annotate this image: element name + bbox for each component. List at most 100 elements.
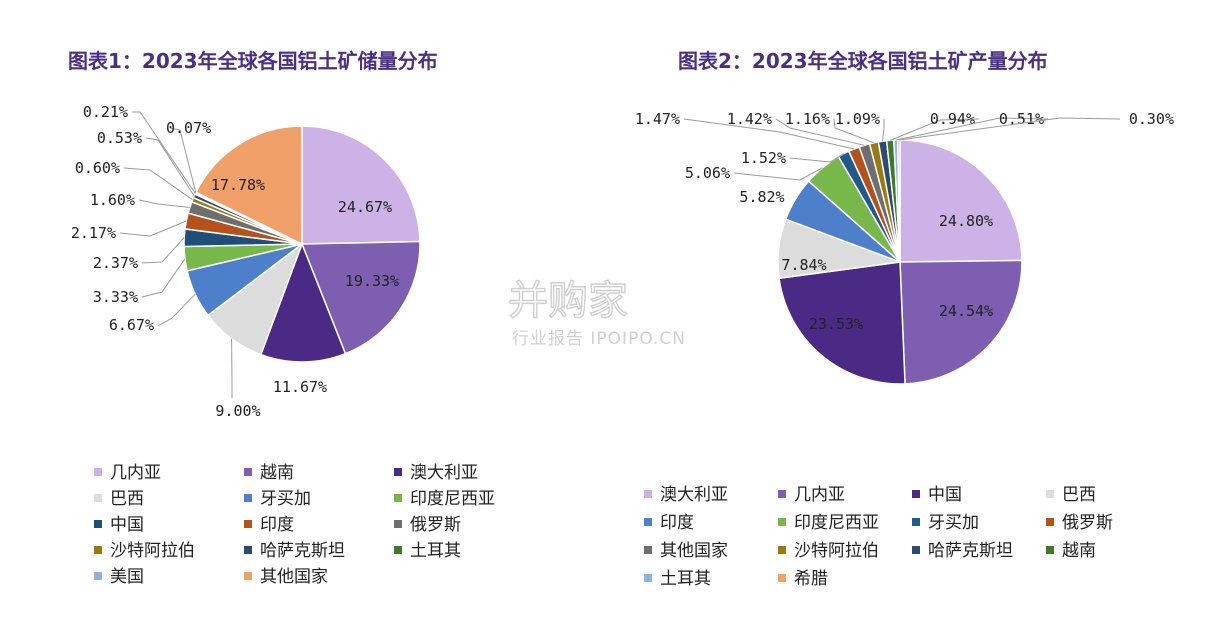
leader-line	[789, 153, 844, 163]
leader-line	[895, 117, 1049, 141]
legend-item: 其他国家	[644, 541, 728, 561]
leader-line	[138, 199, 190, 208]
legend-label: 沙特阿拉伯	[110, 541, 195, 561]
leader-line	[141, 258, 186, 298]
legend-item: 牙买加	[244, 489, 311, 509]
data-label: 1.09%	[835, 110, 880, 128]
pie-slice-14	[194, 125, 303, 246]
legend-swatch	[94, 468, 102, 476]
legend-label: 土耳其	[660, 569, 711, 589]
legend-item: 印度	[244, 515, 294, 535]
legend-swatch	[244, 520, 252, 528]
legend-swatch	[94, 520, 102, 528]
data-label: 9.00%	[215, 402, 260, 420]
legend-item: 美国	[94, 567, 144, 587]
legend-swatch	[394, 468, 402, 476]
leader-line	[775, 118, 865, 146]
data-label: 3.33%	[93, 288, 138, 306]
leader-line	[898, 117, 1121, 141]
data-label: 1.16%	[785, 110, 830, 128]
data-label: 1.52%	[741, 149, 786, 167]
watermark: 并购家 行业报告 IPOIPO.CN	[507, 277, 686, 349]
legend-swatch	[394, 494, 402, 502]
leader-line	[890, 118, 980, 141]
legend-item: 哈萨克斯坦	[244, 541, 345, 561]
legend-swatch	[778, 518, 786, 526]
leader-line	[733, 167, 823, 181]
legend-swatch	[778, 546, 786, 554]
legend-item: 中国	[94, 515, 144, 535]
legend-item: 印度	[644, 513, 694, 533]
legend-swatch	[394, 520, 402, 528]
data-label: 7.84%	[781, 256, 826, 274]
legend-label: 俄罗斯	[410, 515, 461, 535]
legend-label: 牙买加	[928, 513, 979, 533]
legend-label: 几内亚	[794, 485, 845, 505]
data-label: 5.82%	[739, 188, 784, 206]
legend-label: 哈萨克斯坦	[260, 541, 345, 561]
legend-swatch	[1046, 518, 1054, 526]
legend-label: 希腊	[794, 569, 828, 589]
legend-swatch	[94, 546, 102, 554]
legend-label: 美国	[110, 567, 144, 587]
legend-label: 其他国家	[260, 567, 328, 587]
legend-item: 其他国家	[244, 567, 328, 587]
legend-label: 哈萨克斯坦	[928, 541, 1013, 561]
legend-swatch	[912, 490, 920, 498]
legend-swatch	[244, 468, 252, 476]
pie-slice-1	[301, 125, 421, 245]
data-label: 0.60%	[75, 159, 120, 177]
data-label: 24.54%	[939, 302, 993, 320]
data-label: 24.67%	[338, 198, 392, 216]
legend-label: 中国	[110, 515, 144, 535]
legend-item: 俄罗斯	[1046, 513, 1113, 533]
pie-slice-3	[778, 261, 906, 385]
pie-chart-production: 图表2：2023年全球各国铝土矿产量分布 24.80% 24.54% 23.53% 7…	[635, 49, 1174, 589]
data-label: 0.51%	[999, 110, 1044, 128]
data-label: 0.94%	[930, 110, 975, 128]
legend-label: 印度	[660, 513, 694, 533]
data-label: 1.47%	[635, 110, 680, 128]
legend-label: 沙特阿拉伯	[794, 541, 879, 561]
data-label: 0.21%	[83, 103, 128, 121]
legend-item: 印度尼西亚	[778, 513, 879, 533]
legend-label: 澳大利亚	[660, 485, 728, 505]
leader-line	[169, 127, 197, 193]
legend-label: 几内亚	[110, 463, 161, 483]
legend-label: 越南	[1062, 541, 1096, 561]
legend-label: 巴西	[1062, 485, 1096, 505]
data-label: 6.67%	[109, 316, 154, 334]
legend-swatch	[94, 494, 102, 502]
legend-item: 希腊	[778, 569, 828, 589]
legend-swatch	[394, 546, 402, 554]
legend-label: 印度尼西亚	[410, 489, 495, 509]
data-label: 0.30%	[1129, 110, 1174, 128]
legend-swatch	[778, 574, 786, 582]
legend-item: 哈萨克斯坦	[912, 541, 1013, 561]
legend-swatch	[244, 494, 252, 502]
data-labels: 24.80% 24.54% 23.53% 7.84% 5.82% 5.06% 1.52% 1.…	[635, 110, 1174, 333]
watermark-brand: 并购家	[508, 278, 628, 324]
legend-item: 牙买加	[912, 513, 979, 533]
pie-slice-2	[300, 240, 421, 355]
data-label: 23.53%	[809, 315, 863, 333]
legend-item: 几内亚	[94, 463, 161, 483]
legend-label: 牙买加	[260, 489, 311, 509]
legend-item: 澳大利亚	[644, 485, 728, 505]
legend-item: 土耳其	[644, 569, 711, 589]
leader-line	[882, 119, 885, 142]
data-label: 24.80%	[939, 212, 993, 230]
data-label: 0.07%	[166, 119, 211, 137]
legend-item: 印度尼西亚	[394, 489, 495, 509]
pie-slice-3	[259, 241, 347, 363]
watermark-subtitle: 行业报告 IPOIPO.CN	[512, 329, 686, 349]
pie-slices	[183, 125, 421, 363]
legend-swatch	[244, 572, 252, 580]
pie-slice-1	[899, 139, 1023, 263]
legend-item: 越南	[244, 463, 294, 483]
pie-chart-reserves: 图表1：2023年全球各国铝土矿储量分布 24.67% 19.33% 11.67% 9…	[68, 49, 495, 587]
legend-item: 巴西	[94, 489, 144, 509]
